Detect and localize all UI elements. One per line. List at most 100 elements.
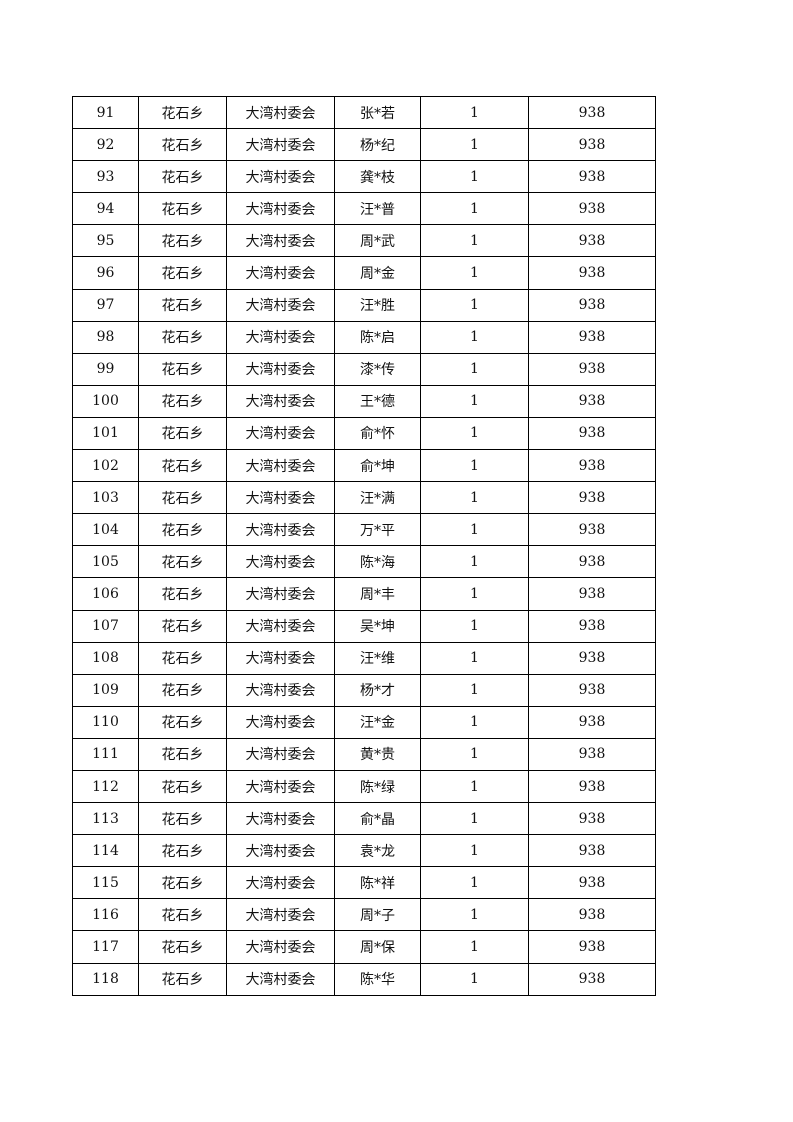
row-number-cell: 99 — [72, 352, 139, 386]
table-row: 104 花石乡 大湾村委会 万*平 1 938 — [72, 513, 656, 547]
table-row: 92 花石乡 大湾村委会 杨*纪 1 938 — [72, 128, 656, 162]
row-number-cell: 112 — [72, 769, 139, 804]
count-cell: 1 — [420, 930, 529, 964]
amount-cell: 938 — [528, 609, 656, 643]
count-cell: 1 — [420, 705, 529, 739]
table-row: 116 花石乡 大湾村委会 周*子 1 938 — [72, 898, 656, 932]
count-cell: 1 — [420, 256, 529, 290]
village-committee-cell: 大湾村委会 — [226, 288, 335, 322]
amount-cell: 938 — [528, 898, 656, 932]
table-row: 112 花石乡 大湾村委会 陈*绿 1 938 — [72, 769, 656, 804]
township-cell: 花石乡 — [138, 802, 227, 836]
village-committee-cell: 大湾村委会 — [226, 384, 335, 418]
township-cell: 花石乡 — [138, 224, 227, 258]
township-cell: 花石乡 — [138, 930, 227, 964]
table-row: 95 花石乡 大湾村委会 周*武 1 938 — [72, 224, 656, 258]
village-committee-cell: 大湾村委会 — [226, 192, 335, 226]
amount-cell: 938 — [528, 866, 656, 900]
row-number-cell: 118 — [72, 962, 139, 996]
row-number-cell: 115 — [72, 866, 139, 900]
amount-cell: 938 — [528, 737, 656, 771]
village-committee-cell: 大湾村委会 — [226, 513, 335, 547]
name-cell: 周*丰 — [334, 577, 421, 611]
table-row: 113 花石乡 大湾村委会 俞*晶 1 938 — [72, 802, 656, 836]
village-committee-cell: 大湾村委会 — [226, 449, 335, 483]
count-cell: 1 — [420, 769, 529, 804]
table-row: 114 花石乡 大湾村委会 袁*龙 1 938 — [72, 834, 656, 868]
amount-cell: 938 — [528, 352, 656, 386]
row-number-cell: 100 — [72, 384, 139, 418]
name-cell: 陈*海 — [334, 545, 421, 579]
amount-cell: 938 — [528, 449, 656, 483]
count-cell: 1 — [420, 416, 529, 451]
township-cell: 花石乡 — [138, 705, 227, 739]
table-row: 91 花石乡 大湾村委会 张*若 1 938 — [72, 95, 656, 130]
township-cell: 花石乡 — [138, 834, 227, 868]
village-committee-cell: 大湾村委会 — [226, 898, 335, 932]
count-cell: 1 — [420, 673, 529, 707]
township-cell: 花石乡 — [138, 609, 227, 643]
count-cell: 1 — [420, 128, 529, 162]
count-cell: 1 — [420, 545, 529, 579]
table-row: 105 花石乡 大湾村委会 陈*海 1 938 — [72, 545, 656, 579]
count-cell: 1 — [420, 288, 529, 322]
count-cell: 1 — [420, 192, 529, 226]
amount-cell: 938 — [528, 834, 656, 868]
amount-cell: 938 — [528, 673, 656, 707]
name-cell: 龚*枝 — [334, 160, 421, 194]
township-cell: 花石乡 — [138, 866, 227, 900]
township-cell: 花石乡 — [138, 320, 227, 354]
name-cell: 俞*坤 — [334, 449, 421, 483]
row-number-cell: 98 — [72, 320, 139, 354]
count-cell: 1 — [420, 641, 529, 675]
village-committee-cell: 大湾村委会 — [226, 577, 335, 611]
table-row: 94 花石乡 大湾村委会 汪*普 1 938 — [72, 192, 656, 226]
village-committee-cell: 大湾村委会 — [226, 320, 335, 354]
amount-cell: 938 — [528, 705, 656, 739]
amount-cell: 938 — [528, 416, 656, 451]
amount-cell: 938 — [528, 320, 656, 354]
village-committee-cell: 大湾村委会 — [226, 834, 335, 868]
amount-cell: 938 — [528, 641, 656, 675]
name-cell: 汪*金 — [334, 705, 421, 739]
row-number-cell: 103 — [72, 481, 139, 515]
village-committee-cell: 大湾村委会 — [226, 545, 335, 579]
name-cell: 袁*龙 — [334, 834, 421, 868]
name-cell: 汪*胜 — [334, 288, 421, 322]
village-committee-cell: 大湾村委会 — [226, 866, 335, 900]
table-row: 108 花石乡 大湾村委会 汪*维 1 938 — [72, 641, 656, 675]
township-cell: 花石乡 — [138, 577, 227, 611]
amount-cell: 938 — [528, 930, 656, 964]
name-cell: 陈*绿 — [334, 769, 421, 804]
row-number-cell: 97 — [72, 288, 139, 322]
count-cell: 1 — [420, 481, 529, 515]
count-cell: 1 — [420, 449, 529, 483]
row-number-cell: 102 — [72, 449, 139, 483]
row-number-cell: 101 — [72, 416, 139, 451]
count-cell: 1 — [420, 160, 529, 194]
table-row: 107 花石乡 大湾村委会 吴*坤 1 938 — [72, 609, 656, 643]
count-cell: 1 — [420, 737, 529, 771]
village-committee-cell: 大湾村委会 — [226, 609, 335, 643]
township-cell: 花石乡 — [138, 449, 227, 483]
amount-cell: 938 — [528, 288, 656, 322]
count-cell: 1 — [420, 962, 529, 996]
township-cell: 花石乡 — [138, 288, 227, 322]
amount-cell: 938 — [528, 224, 656, 258]
name-cell: 万*平 — [334, 513, 421, 547]
village-committee-cell: 大湾村委会 — [226, 737, 335, 771]
village-committee-cell: 大湾村委会 — [226, 160, 335, 194]
table-row: 118 花石乡 大湾村委会 陈*华 1 938 — [72, 962, 656, 996]
township-cell: 花石乡 — [138, 352, 227, 386]
village-committee-cell: 大湾村委会 — [226, 673, 335, 707]
township-cell: 花石乡 — [138, 898, 227, 932]
table-row: 99 花石乡 大湾村委会 漆*传 1 938 — [72, 352, 656, 386]
row-number-cell: 110 — [72, 705, 139, 739]
count-cell: 1 — [420, 802, 529, 836]
village-committee-cell: 大湾村委会 — [226, 95, 335, 130]
name-cell: 陈*华 — [334, 962, 421, 996]
name-cell: 汪*满 — [334, 481, 421, 515]
village-committee-cell: 大湾村委会 — [226, 128, 335, 162]
name-cell: 黄*贵 — [334, 737, 421, 771]
count-cell: 1 — [420, 224, 529, 258]
